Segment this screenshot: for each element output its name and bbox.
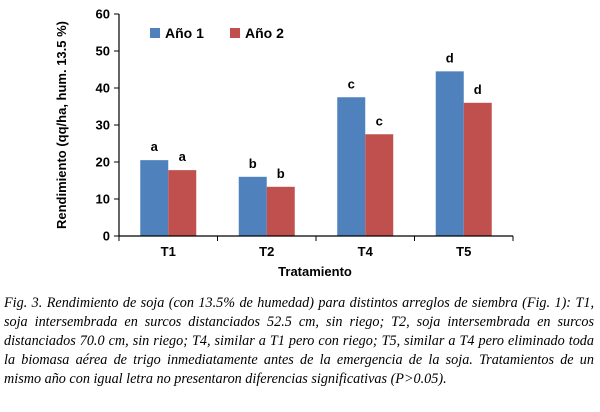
x-tick-label: T5 bbox=[456, 244, 471, 259]
bars-group bbox=[140, 71, 492, 236]
x-tick-label: T4 bbox=[358, 244, 374, 259]
legend-label: Año 2 bbox=[245, 25, 284, 41]
x-tick-label: T1 bbox=[161, 244, 176, 259]
bar-chart: a a b b c c d d 0 10 20 30 40 50 60 T1 T2 T4 T5 Tratamie… bbox=[54, 7, 514, 279]
legend-label: Año 1 bbox=[165, 25, 204, 41]
bar bbox=[266, 186, 295, 236]
significance-letter: d bbox=[474, 82, 482, 97]
bar bbox=[365, 134, 394, 236]
bar bbox=[140, 160, 169, 236]
significance-letter: c bbox=[348, 76, 355, 91]
axes bbox=[114, 13, 514, 241]
y-tick-label: 60 bbox=[96, 7, 110, 22]
y-tick-label: 20 bbox=[96, 155, 110, 170]
bar bbox=[435, 71, 464, 236]
significance-letter: a bbox=[151, 139, 159, 154]
y-tick-label: 50 bbox=[96, 44, 110, 59]
legend-swatch bbox=[150, 28, 160, 38]
x-axis-title: Tratamiento bbox=[278, 264, 352, 279]
legend: Año 1 Año 2 bbox=[150, 25, 284, 41]
x-tick-label: T2 bbox=[259, 244, 274, 259]
bar bbox=[168, 170, 197, 236]
y-tick-labels: 0 10 20 30 40 50 60 bbox=[96, 7, 110, 244]
bar bbox=[238, 176, 267, 236]
x-tick-labels: T1 T2 T4 T5 bbox=[161, 244, 472, 259]
significance-letter: c bbox=[376, 113, 383, 128]
y-tick-label: 0 bbox=[103, 229, 110, 244]
significance-letter: b bbox=[249, 156, 257, 171]
y-tick-label: 40 bbox=[96, 81, 110, 96]
significance-letter: a bbox=[179, 149, 187, 164]
y-tick-label: 30 bbox=[96, 118, 110, 133]
bar bbox=[463, 102, 492, 236]
bar bbox=[337, 97, 366, 236]
legend-swatch bbox=[230, 28, 240, 38]
significance-letters: a a b b c c d d bbox=[151, 50, 482, 180]
y-axis-title: Rendimiento (qq/ha, hum. 13.5 %) bbox=[54, 21, 69, 229]
figure-caption: Fig. 3. Rendimiento de soja (con 13.5% d… bbox=[4, 295, 594, 387]
y-tick-label: 10 bbox=[96, 192, 110, 207]
significance-letter: b bbox=[277, 166, 285, 181]
significance-letter: d bbox=[446, 50, 454, 65]
